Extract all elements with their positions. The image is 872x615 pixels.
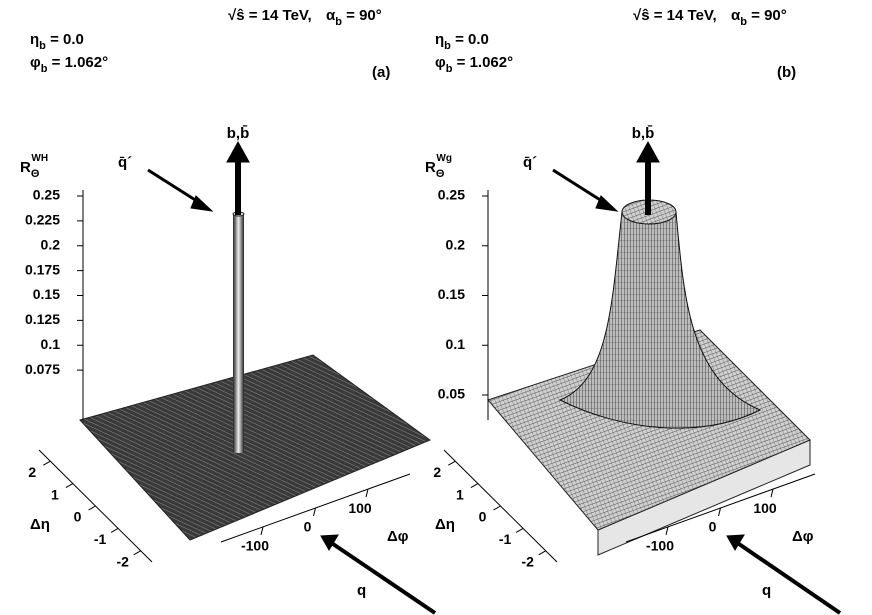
eta-symbol: η [30,31,39,48]
z-axis-label-sub: Θ [31,168,40,180]
phi: φb = 1.062° [30,54,108,75]
x-tick-label: 0 [304,519,312,535]
alpha-value: = 90° [342,7,382,24]
z-tick-label: 0.25 [438,187,465,203]
y-tick [493,505,501,511]
y-tick [110,527,119,533]
y-tick-label: 0 [479,509,487,525]
eta: ηb = 0.0 [30,31,84,52]
alpha: αb = 90° [731,7,787,28]
z-tick-label: 0.05 [438,386,465,402]
y-tick-label: 2 [28,464,36,480]
x-tick-label: 100 [348,500,372,516]
q-label: q [357,582,366,599]
x-tick [718,507,721,517]
z-tick-label: 0.2 [446,236,466,252]
alpha-symbol: α [731,7,741,24]
y-tick [515,527,524,533]
x-tick-label: -100 [241,538,269,554]
y-tick-label: -2 [116,554,129,570]
panel-label: (b) [777,64,796,81]
x-tick [770,488,774,498]
y-tick-label: -2 [521,554,534,570]
alpha-sub: b [740,16,747,28]
y-tick-label: -1 [94,531,107,547]
phi-symbol: φ [30,54,41,71]
b-label: b,b̄ [227,124,250,142]
eta: ηb = 0.0 [435,31,489,52]
z-axis-label: RΘ WH [20,153,48,180]
eta-sub: b [444,40,451,52]
x-tick [365,488,369,498]
y-tick-label: 0 [74,509,82,525]
z-tick-label: 0.25 [33,187,60,203]
surface-a [79,211,432,541]
z-tick-label: 0.075 [25,361,60,377]
z-tick-label: 0.15 [33,286,60,302]
x-tick-label: -100 [646,538,674,554]
surface-b [487,199,811,556]
eta-symbol: η [435,31,444,48]
x-axis-label: Δφ [792,528,814,545]
y-axis-label: Δη [30,516,50,533]
y-tick [65,483,74,489]
qbar-label: q̄´ [118,154,132,171]
qbar-label: q̄´ [523,154,537,171]
x-tick-label: 0 [709,519,717,535]
eta-value: = 0.0 [451,31,489,48]
y-tick-label: 1 [51,486,59,502]
z-tick-label: 0.1 [446,336,466,352]
y-tick-label: 1 [456,486,464,502]
z-tick-label: 0.1 [41,336,61,352]
x-tick-label: 100 [753,500,777,516]
eta-value: = 0.0 [46,31,84,48]
phi: φb = 1.062° [435,54,513,75]
x-tick [260,526,264,536]
y-tick [470,483,479,489]
z-axis-label-sub: Θ [436,168,445,180]
panel-label: (a) [372,64,390,81]
eta-sub: b [39,40,46,52]
b-label: b,b̄ [632,124,655,142]
x-axis-label: Δφ [387,528,409,545]
y-tick [43,460,51,466]
z-axis-label: RΘ Wg [425,153,452,180]
y-tick-label: 2 [433,464,441,480]
alpha: αb = 90° [326,7,382,28]
z-axis-label-sup: Wg [436,153,452,164]
q-label: q [762,582,771,599]
y-tick [448,460,456,466]
z-axis-label-symbol: R [425,159,436,176]
phi-sub: b [41,63,48,75]
z-axis-label-symbol: R [20,159,31,176]
y-tick [538,550,546,556]
y-tick-label: -1 [499,531,512,547]
z-tick-label: 0.2 [41,236,61,252]
x-tick [313,507,316,517]
phi-value: = 1.062° [47,54,108,71]
phi-value: = 1.062° [452,54,513,71]
alpha-symbol: α [326,7,336,24]
arrows [147,140,842,615]
z-tick-label: 0.125 [25,311,60,327]
z-tick-label: 0.225 [25,212,60,228]
energy: √ŝ = 14 TeV, [633,7,717,24]
y-axis-label: Δη [435,516,455,533]
alpha-value: = 90° [747,7,787,24]
alpha-sub: b [335,16,342,28]
energy: √ŝ = 14 TeV, [228,7,312,24]
phi-sub: b [446,63,453,75]
y-tick [88,505,96,511]
z-tick-label: 0.15 [438,286,465,302]
z-axis-label-sup: WH [31,153,48,164]
phi-symbol: φ [435,54,446,71]
y-tick [133,550,141,556]
x-tick [665,526,669,536]
z-tick-label: 0.175 [25,261,60,277]
